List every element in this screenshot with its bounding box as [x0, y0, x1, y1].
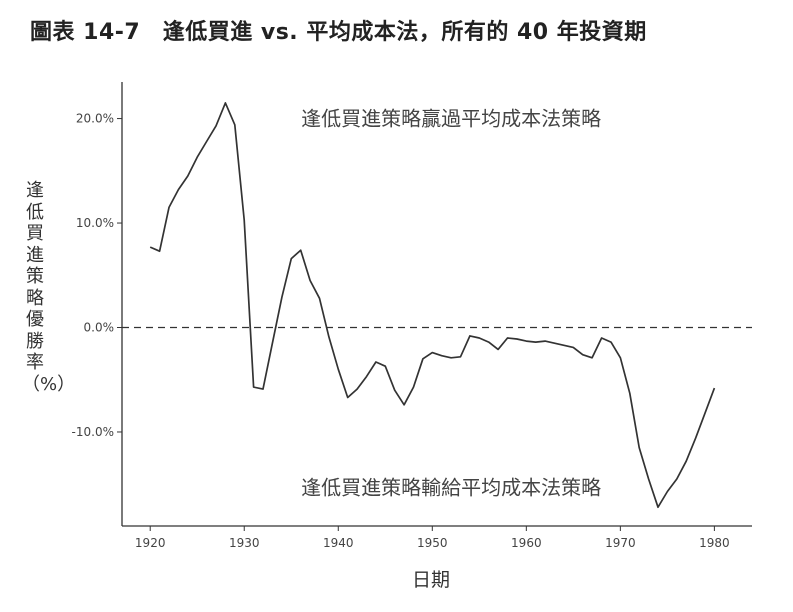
annotation-wins: 逢低買進策略贏過平均成本法策略 — [301, 107, 601, 131]
x-tick-label: 1960 — [511, 536, 542, 550]
axes — [121, 82, 752, 527]
series — [149, 102, 716, 509]
annotation-loses: 逢低買進策略輸給平均成本法策略 — [301, 475, 601, 499]
y-tick-label: 0.0% — [84, 321, 115, 335]
ticks: 20.0% 10.0% 0.0% -10.0% 1920 1930 1940 1950 1960… — [72, 112, 730, 550]
y-tick-label: 20.0% — [76, 112, 114, 126]
x-tick-label: 1970 — [605, 536, 636, 550]
y-tick-label: -10.0% — [72, 425, 114, 439]
x-tick-label: 1950 — [417, 536, 448, 550]
series-line — [149, 102, 716, 509]
x-tick-label: 1980 — [699, 536, 730, 550]
x-tick-label: 1940 — [323, 536, 354, 550]
chart-title: 圖表 14-7 逢低買進 vs. 平均成本法，所有的 40 年投資期 — [30, 20, 647, 45]
x-axis-label: 日期 — [412, 569, 450, 591]
x-tick-label: 1920 — [135, 536, 166, 550]
y-tick-label: 10.0% — [76, 216, 114, 230]
x-tick-label: 1930 — [229, 536, 260, 550]
